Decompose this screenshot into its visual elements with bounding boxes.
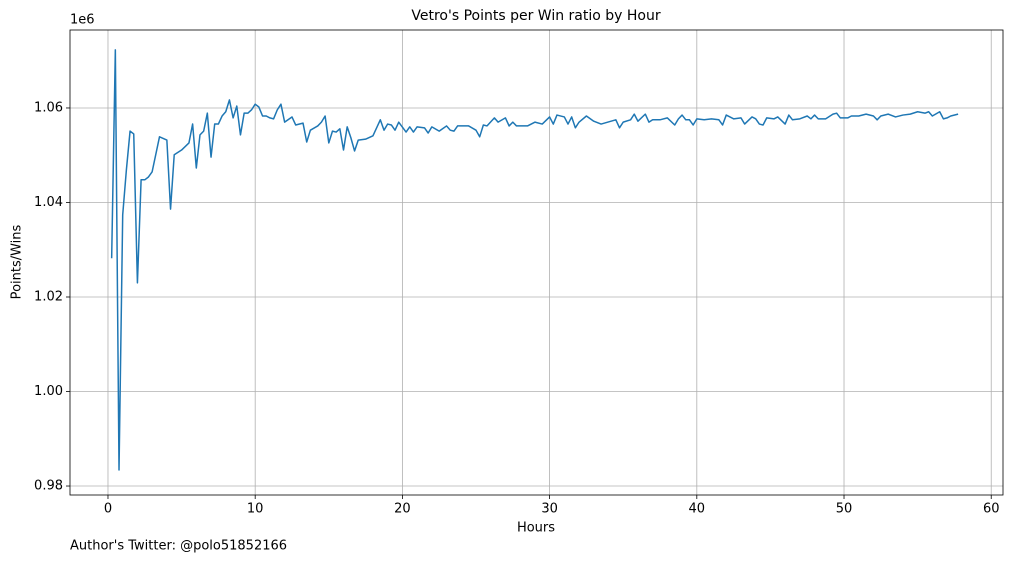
x-tick-label: 50 xyxy=(836,502,853,517)
footer: Author's Twitter: @polo51852166 xyxy=(70,539,287,554)
x-tick-label: 60 xyxy=(983,502,1000,517)
x-axis-label: Hours xyxy=(517,521,555,536)
x-tick-label: 0 xyxy=(104,502,112,517)
x-tick-label: 10 xyxy=(247,502,264,517)
y-tick-label: 1.04 xyxy=(34,195,63,210)
chart-title: Vetro's Points per Win ratio by Hour xyxy=(411,8,660,24)
y-tick-label: 1.02 xyxy=(34,289,63,304)
y-offset-label: 1e6 xyxy=(70,13,95,28)
y-tick-label: 0.98 xyxy=(34,479,63,494)
data-line xyxy=(110,49,959,471)
y-tick-label: 1.00 xyxy=(34,384,63,399)
y-axis-label: Points/Wins xyxy=(10,224,25,299)
x-tick-label: 20 xyxy=(394,502,411,517)
plot-frame xyxy=(69,29,1004,496)
x-tick-label: 30 xyxy=(541,502,558,517)
y-tick-label: 1.06 xyxy=(34,100,63,115)
x-tick-label: 40 xyxy=(689,502,706,517)
